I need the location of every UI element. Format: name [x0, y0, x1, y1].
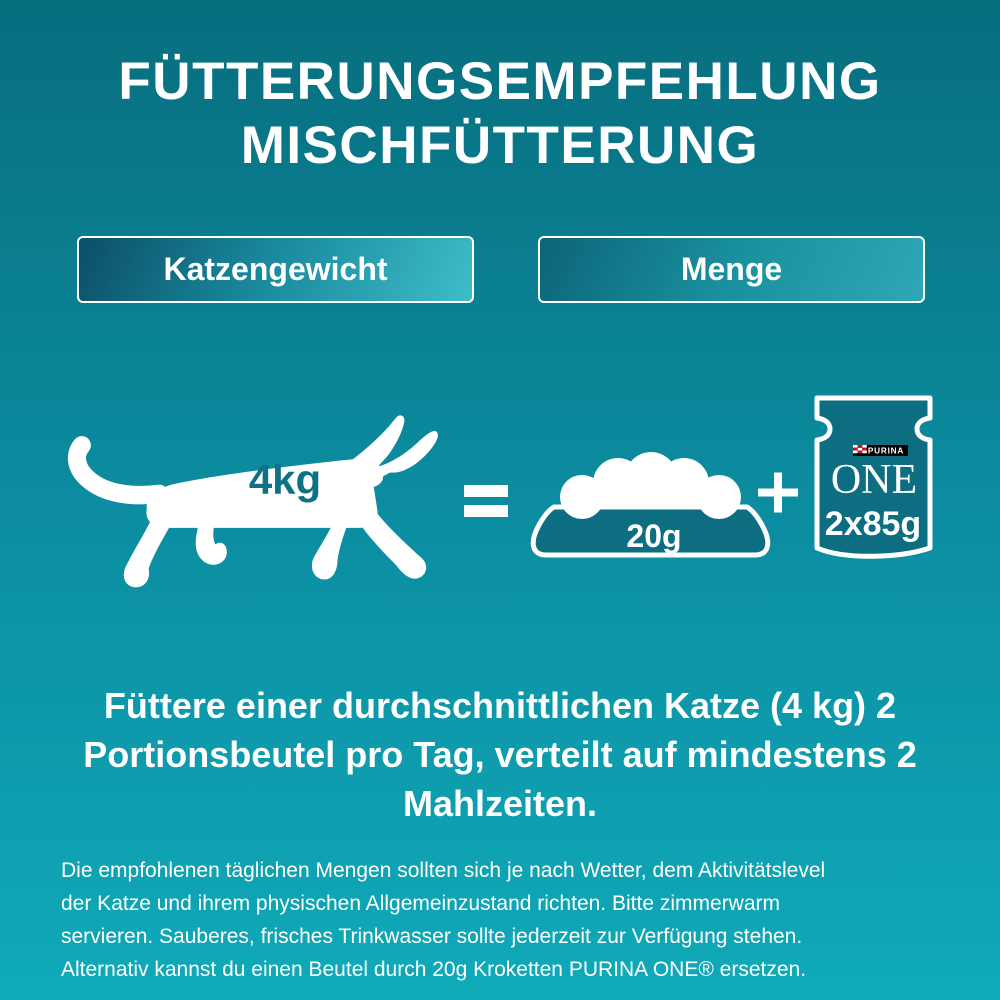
svg-text:ONE: ONE — [831, 457, 917, 503]
svg-text:PURINA: PURINA — [868, 447, 904, 456]
svg-text:2x85g: 2x85g — [825, 505, 921, 543]
